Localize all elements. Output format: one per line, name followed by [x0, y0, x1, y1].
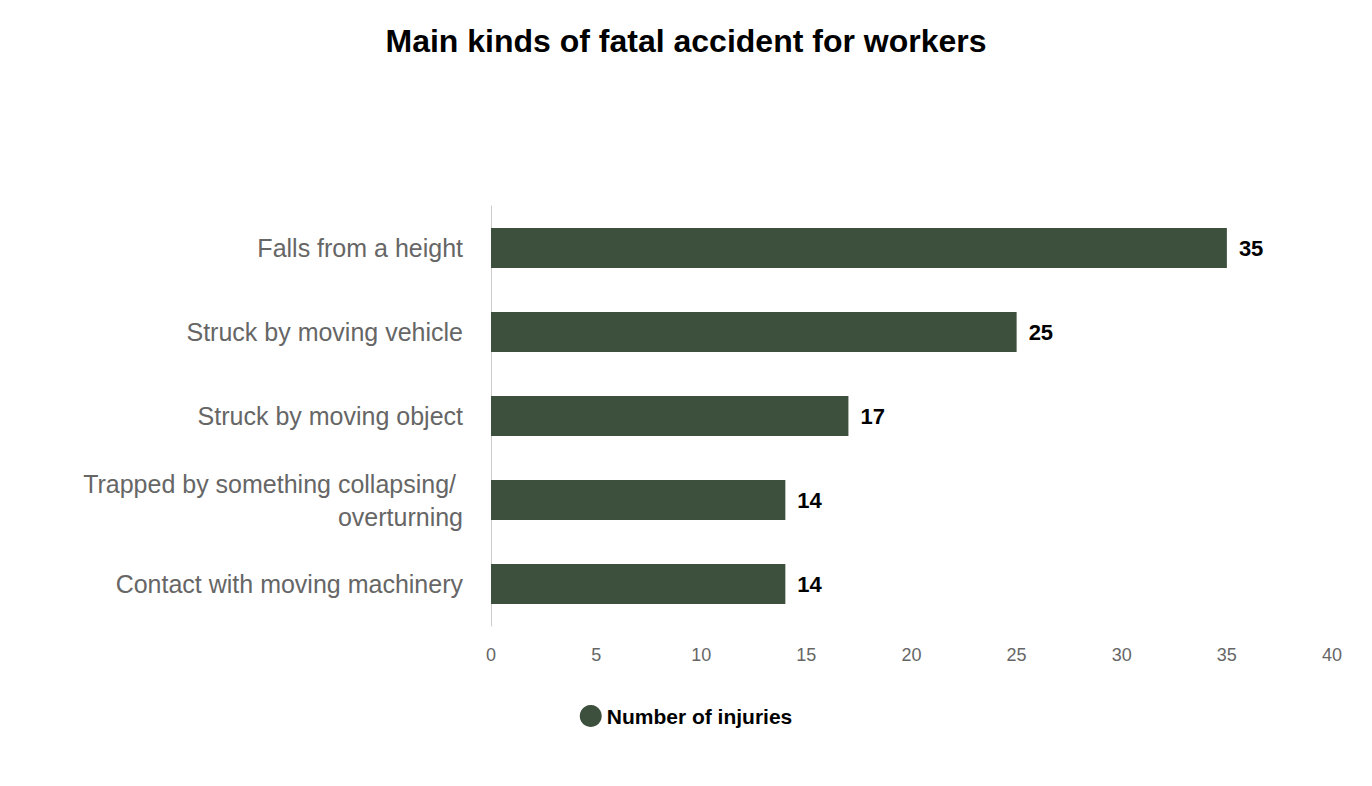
svg-text:Struck by moving vehicle: Struck by moving vehicle: [186, 318, 463, 346]
svg-text:35: 35: [1239, 236, 1263, 261]
svg-text:Falls from a height: Falls from a height: [257, 234, 463, 262]
svg-text:20: 20: [901, 645, 921, 665]
svg-text:5: 5: [591, 645, 601, 665]
svg-text:overturning: overturning: [338, 503, 463, 531]
svg-text:Contact with moving machinery: Contact with moving machinery: [116, 570, 464, 598]
svg-text:25: 25: [1007, 645, 1027, 665]
svg-text:14: 14: [797, 488, 822, 513]
svg-text:40: 40: [1322, 645, 1342, 665]
svg-text:25: 25: [1029, 320, 1053, 345]
svg-text:Main kinds of fatal accident f: Main kinds of fatal accident for workers: [385, 23, 986, 59]
svg-text:Struck by moving object: Struck by moving object: [198, 402, 463, 430]
svg-text:17: 17: [860, 404, 884, 429]
svg-text:14: 14: [797, 572, 822, 597]
svg-text:Number of injuries: Number of injuries: [607, 705, 793, 728]
svg-text:0: 0: [486, 645, 496, 665]
svg-text:10: 10: [691, 645, 711, 665]
svg-text:30: 30: [1112, 645, 1132, 665]
svg-text:15: 15: [796, 645, 816, 665]
svg-text:Trapped by something collapsin: Trapped by something collapsing/: [83, 470, 463, 498]
svg-text:35: 35: [1217, 645, 1237, 665]
